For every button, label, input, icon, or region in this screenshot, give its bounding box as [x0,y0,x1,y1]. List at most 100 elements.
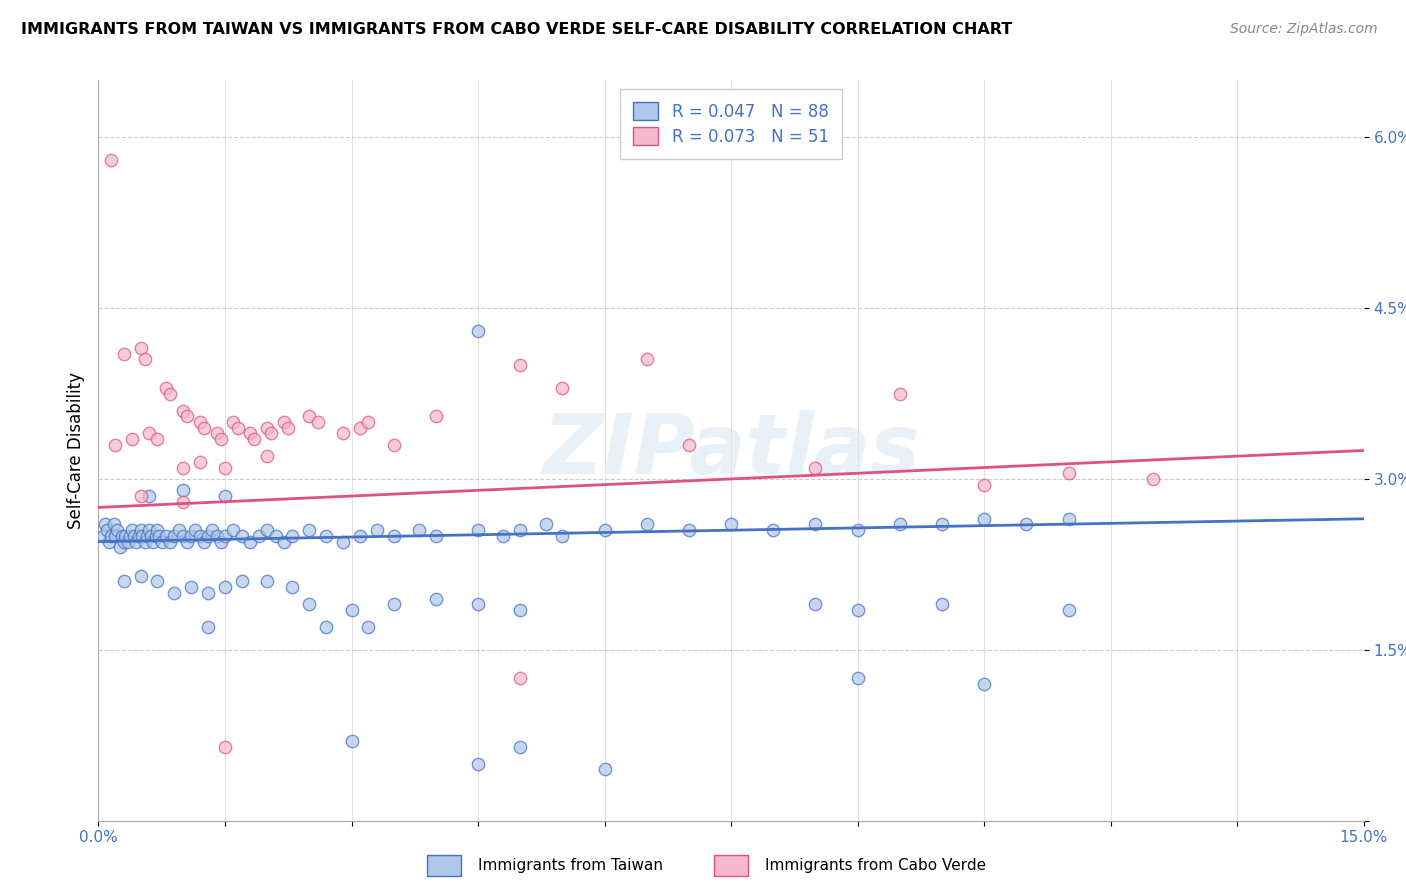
Point [281,529,304,543]
Point [256,449,278,463]
Point [298,597,321,611]
Point [96,523,118,537]
Point [188,455,211,469]
Point [889,386,911,401]
Point [593,763,616,777]
Point [176,409,198,424]
Point [214,580,236,594]
Point [104,438,127,452]
Point [172,529,194,543]
Point [222,523,245,537]
Point [131,529,153,543]
Point [197,620,219,634]
Point [103,517,125,532]
Point [509,358,531,372]
Point [340,734,363,748]
Point [366,523,388,537]
Point [117,534,139,549]
Point [247,529,270,543]
Point [134,534,156,549]
Point [138,489,160,503]
Point [332,534,354,549]
Point [1057,467,1080,481]
Point [509,739,531,754]
Point [239,534,262,549]
Point [205,426,228,441]
Point [184,523,207,537]
Point [120,529,142,543]
Point [231,529,253,543]
Point [222,415,245,429]
Point [138,426,160,441]
Point [94,517,117,532]
Point [209,432,232,446]
Point [332,426,354,441]
Point [973,677,995,691]
Point [256,420,278,434]
Point [100,153,122,167]
Point [108,541,131,555]
Point [112,574,135,589]
Point [273,534,295,549]
Text: IMMIGRANTS FROM TAIWAN VS IMMIGRANTS FROM CABO VERDE SELF-CARE DISABILITY CORREL: IMMIGRANTS FROM TAIWAN VS IMMIGRANTS FRO… [21,22,1012,37]
Point [804,517,827,532]
Point [193,534,215,549]
Point [155,381,177,395]
Point [382,597,405,611]
Point [277,420,299,434]
Point [425,409,447,424]
Point [636,517,658,532]
Point [636,352,658,367]
Point [382,438,405,452]
Bar [427,855,461,876]
Point [148,529,170,543]
Point [298,409,321,424]
Point [122,529,145,543]
Point [509,523,531,537]
Point [762,523,785,537]
Point [167,523,190,537]
Text: ZIPatlas: ZIPatlas [543,410,920,491]
Text: Immigrants from Cabo Verde: Immigrants from Cabo Verde [765,858,986,872]
Point [114,529,136,543]
Point [105,523,128,537]
Point [121,523,143,537]
Point [509,671,531,685]
Point [264,529,287,543]
Point [889,517,911,532]
Point [172,494,194,508]
Point [534,517,557,532]
Point [349,529,371,543]
Point [172,460,194,475]
Point [307,415,329,429]
Point [256,574,278,589]
Point [146,574,169,589]
Point [145,529,167,543]
Point [467,597,489,611]
Point [159,534,181,549]
Point [973,477,995,491]
Point [1015,517,1038,532]
Point [357,415,380,429]
Point [846,671,869,685]
Point [382,529,405,543]
Point [176,534,198,549]
Point [201,523,224,537]
Point [273,415,295,429]
Point [804,597,827,611]
Point [349,420,371,434]
Point [205,529,228,543]
Point [425,529,447,543]
Point [150,534,173,549]
Point [239,426,262,441]
Point [315,529,337,543]
Point [804,460,827,475]
Point [188,415,211,429]
Point [129,568,152,582]
Point [188,529,211,543]
Point [125,534,148,549]
Point [357,620,380,634]
Point [129,341,152,355]
Point [720,517,742,532]
Point [155,529,177,543]
